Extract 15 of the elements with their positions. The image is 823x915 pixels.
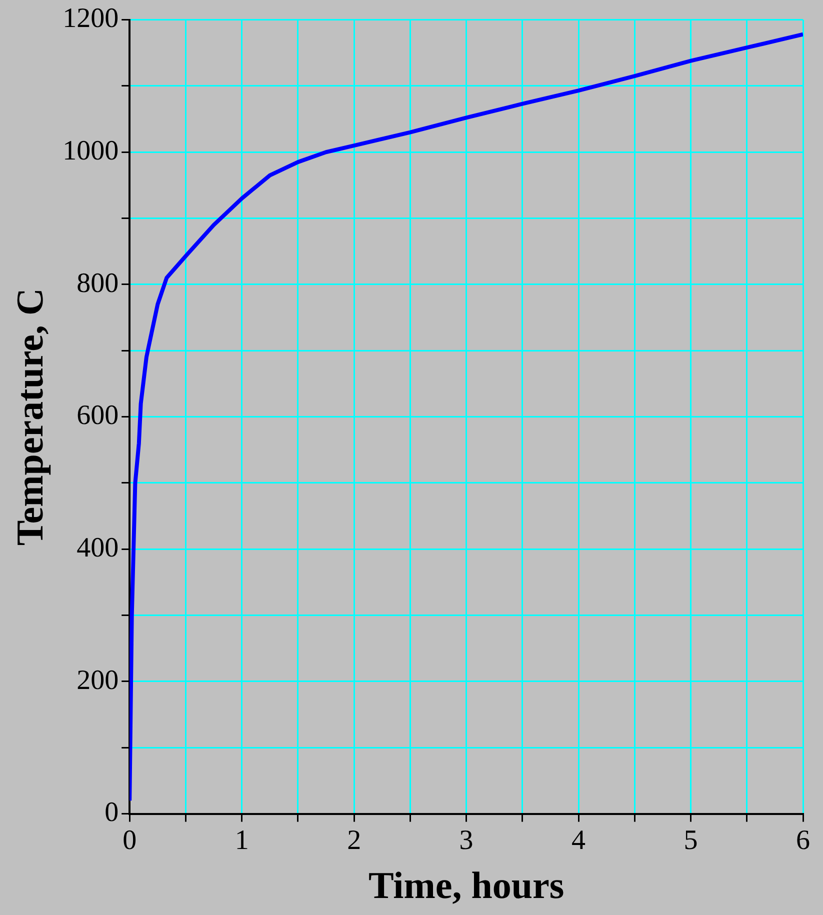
y-tick-label: 1000 [62, 135, 119, 166]
x-tick-label: 6 [796, 824, 810, 856]
x-tick-label: 2 [347, 824, 362, 856]
x-tick-label: 3 [459, 824, 474, 856]
y-tick-label: 200 [76, 664, 119, 696]
x-tick-label: 1 [234, 824, 249, 856]
x-tick-label: 4 [572, 824, 586, 856]
y-tick-label: 1200 [62, 3, 119, 34]
y-axis-title: Temperature, C [10, 288, 52, 546]
y-tick-label: 600 [76, 400, 119, 432]
x-tick-label: 5 [684, 824, 698, 856]
y-tick-label: 800 [76, 268, 119, 299]
y-tick-label: 400 [76, 532, 119, 564]
x-axis-title: Time, hours [368, 865, 564, 908]
y-tick-label: 0 [104, 797, 119, 828]
